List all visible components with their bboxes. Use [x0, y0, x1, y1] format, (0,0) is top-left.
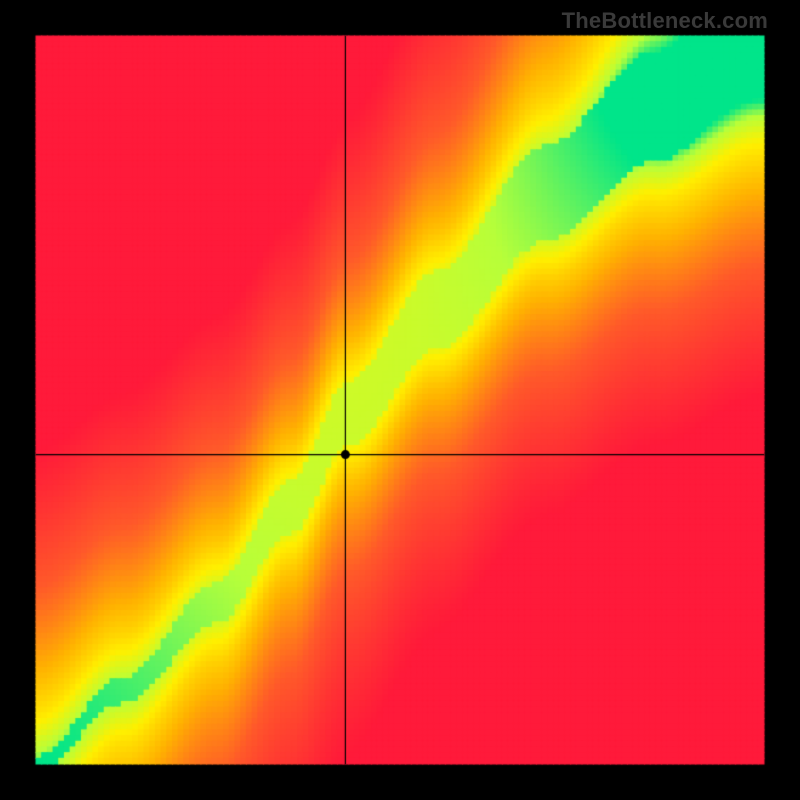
bottleneck-heatmap [0, 0, 800, 800]
chart-frame: TheBottleneck.com [0, 0, 800, 800]
watermark-text: TheBottleneck.com [562, 8, 768, 34]
